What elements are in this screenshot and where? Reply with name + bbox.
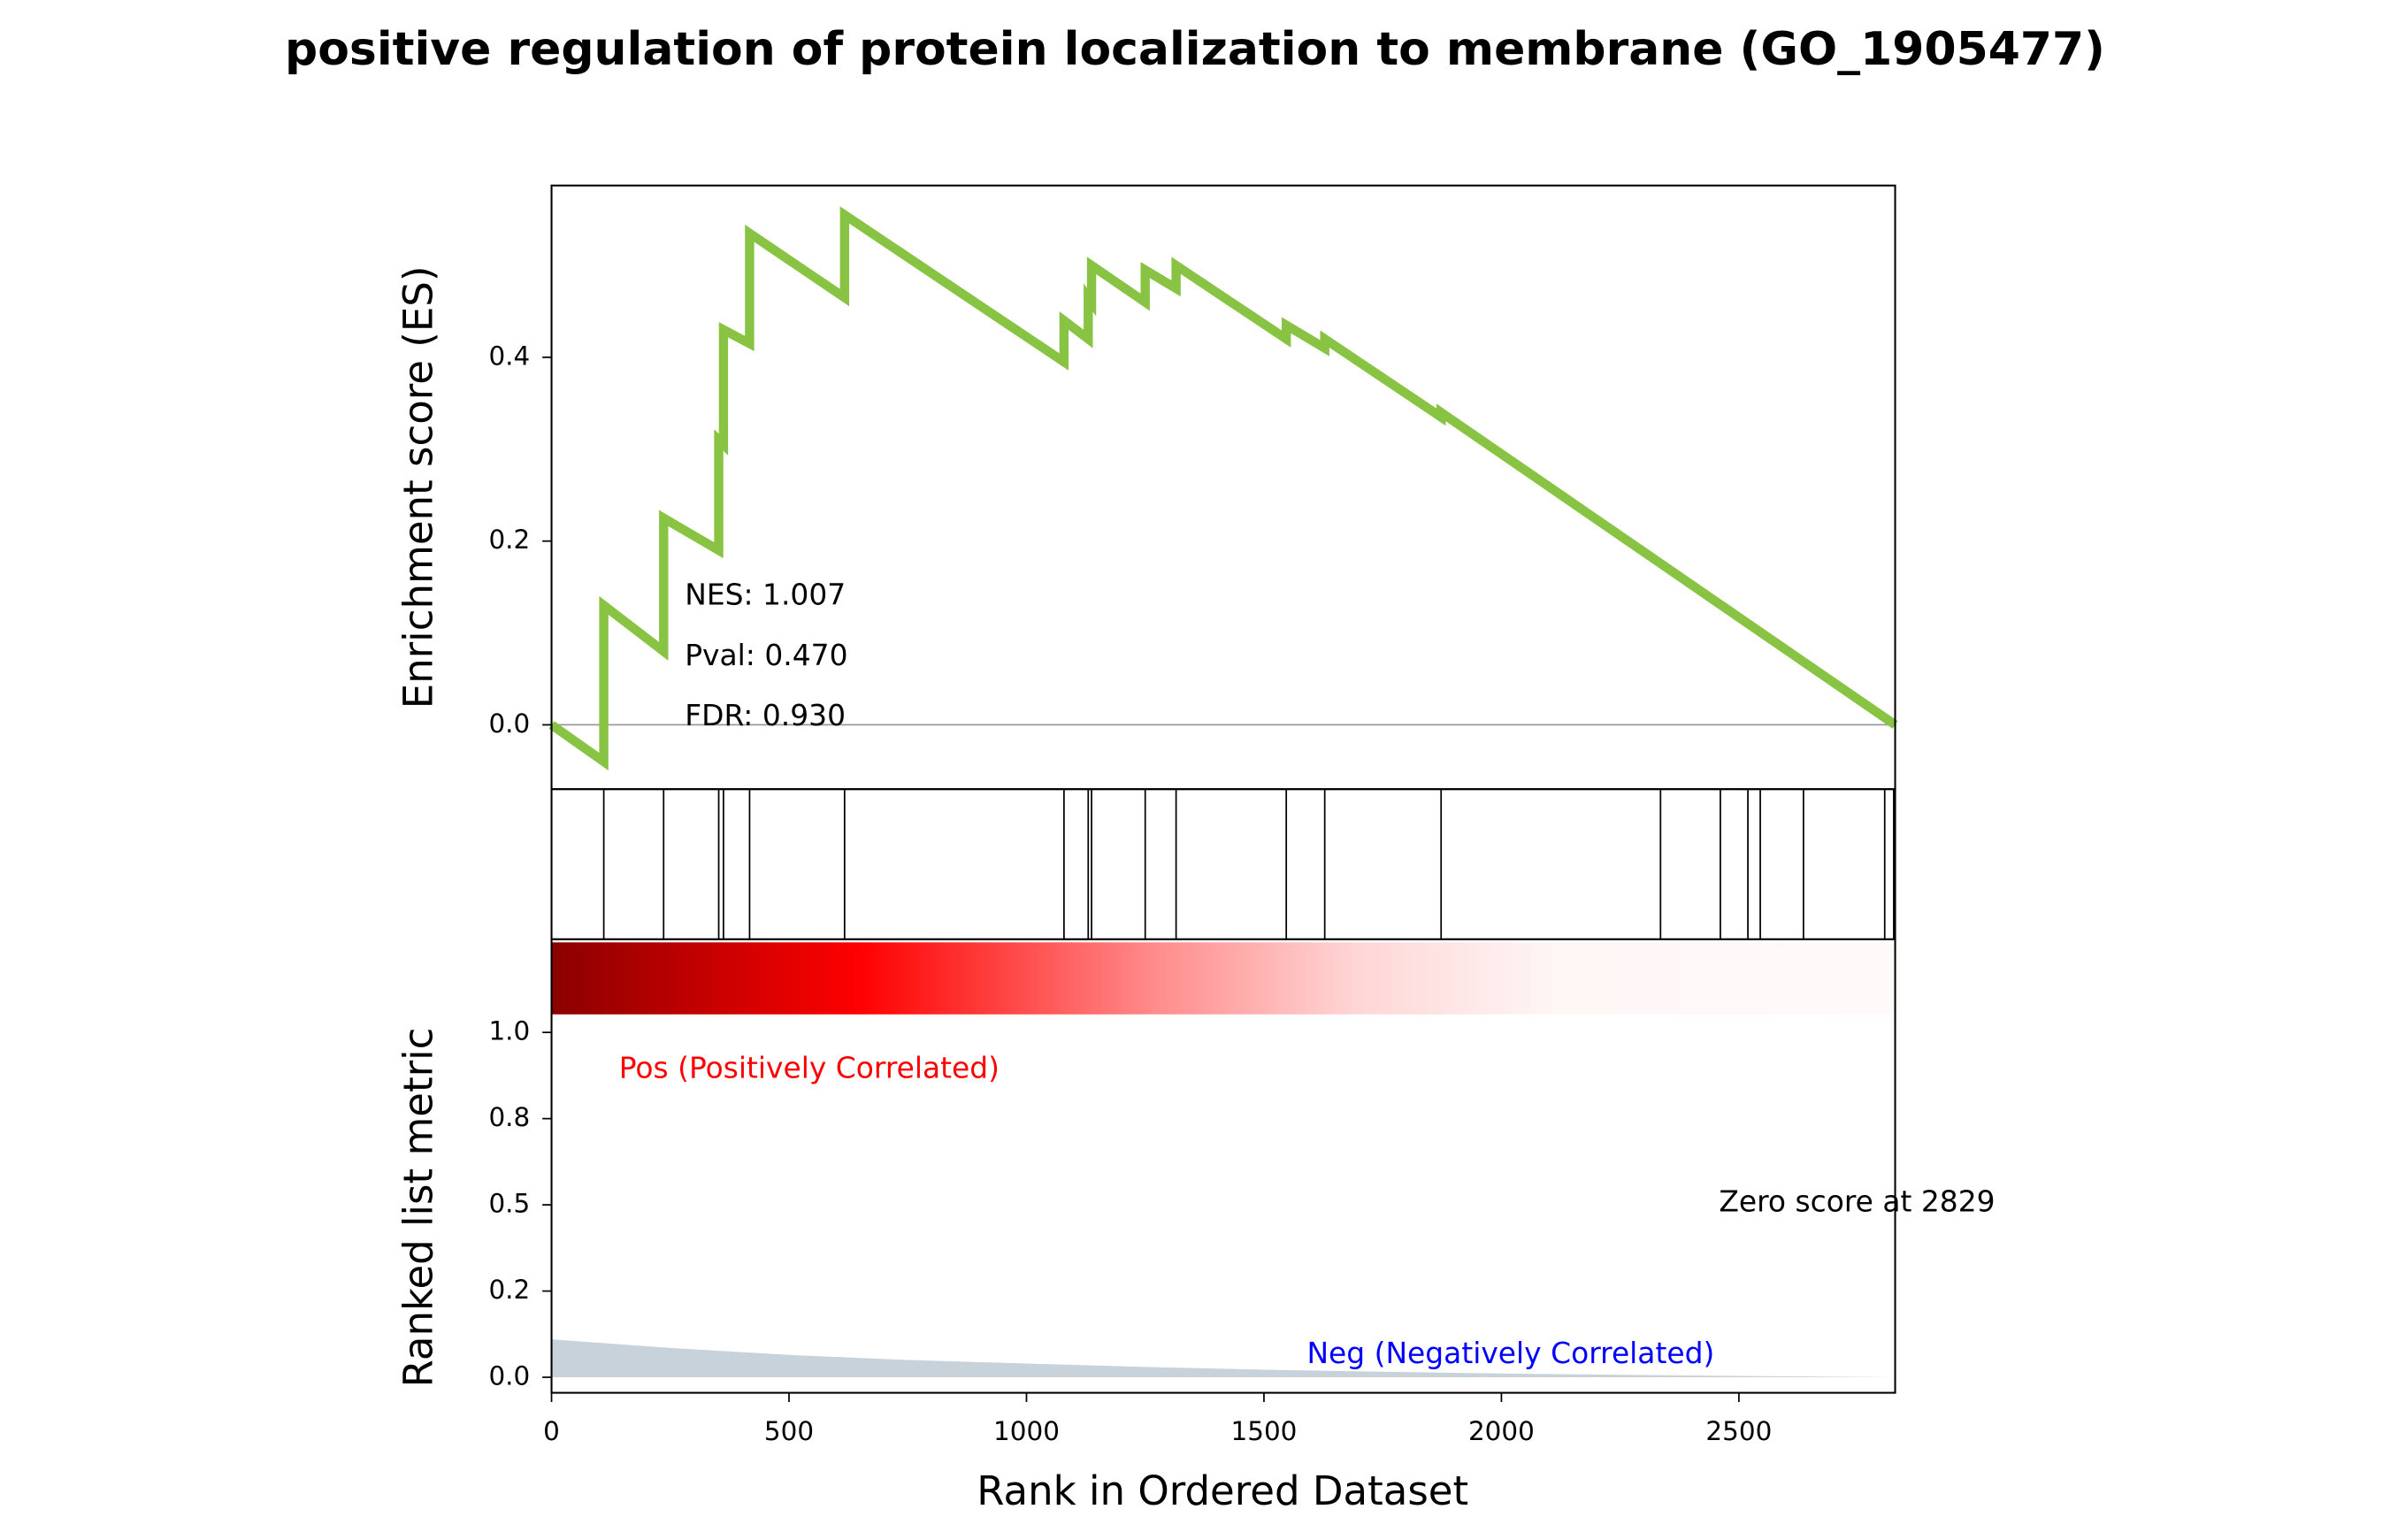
x-tick-label: 2000 <box>1468 1416 1535 1446</box>
annotation: Zero score at 2829 <box>1719 1184 1995 1218</box>
y-tick-label: 0.2 <box>488 525 530 555</box>
stat-annotation: FDR: 0.930 <box>685 698 846 732</box>
y-tick-label: 0.0 <box>488 709 530 739</box>
y-axis-label: Ranked list metric <box>395 1028 441 1388</box>
stat-annotation: Pval: 0.470 <box>685 638 847 672</box>
axes-frame <box>550 938 1896 1394</box>
y-tick-label: 0.2 <box>488 1275 530 1305</box>
stat-annotation: NES: 1.007 <box>685 577 846 611</box>
x-tick-label: 500 <box>764 1416 814 1446</box>
plot-area <box>548 206 1898 1378</box>
x-tick-label: 0 <box>543 1416 560 1446</box>
x-axis-label: Rank in Ordered Dataset <box>977 1467 1468 1514</box>
metric-heatmap <box>551 942 1896 1015</box>
x-tick-label: 2500 <box>1705 1416 1772 1446</box>
y-tick-label: 0.4 <box>488 341 530 371</box>
chart-title: positive regulation of protein localizat… <box>285 23 2105 76</box>
annotation: Neg (Negatively Correlated) <box>1306 1336 1714 1370</box>
metric-area <box>551 1339 1896 1378</box>
annotation: Pos (Positively Correlated) <box>619 1051 1000 1085</box>
y-tick-label: 0.0 <box>488 1361 530 1391</box>
axes-frame <box>550 788 1896 940</box>
x-tick-label: 1500 <box>1230 1416 1297 1446</box>
es-line <box>548 206 1898 770</box>
y-axis-label: Enrichment score (ES) <box>395 266 441 709</box>
y-tick-label: 0.8 <box>488 1102 530 1132</box>
y-tick-label: 1.0 <box>488 1016 530 1046</box>
y-tick-label: 0.5 <box>488 1189 530 1219</box>
x-tick-label: 1000 <box>993 1416 1060 1446</box>
